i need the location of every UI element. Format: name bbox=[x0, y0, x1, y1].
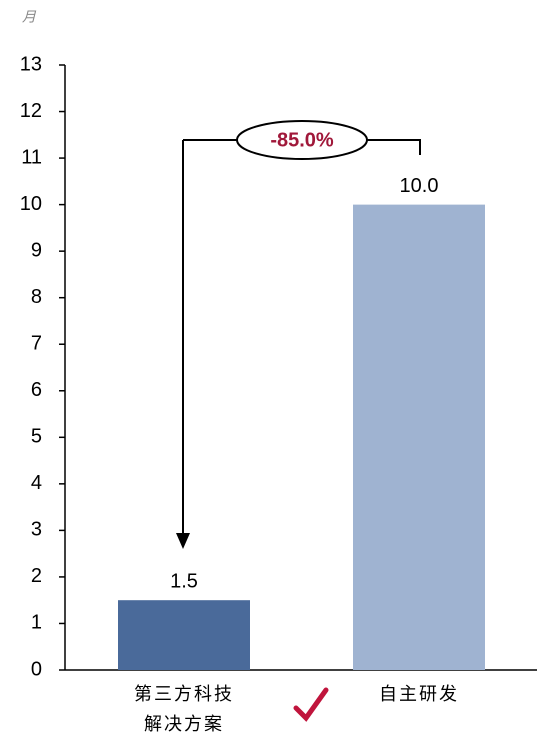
y-tick-label: 1 bbox=[31, 612, 42, 634]
bracket bbox=[182, 139, 421, 535]
value-label: 10.0 bbox=[400, 175, 439, 197]
y-tick-label: 7 bbox=[31, 333, 42, 355]
bar bbox=[353, 204, 485, 670]
y-tick-label: 9 bbox=[31, 239, 42, 261]
y-tick-label: 11 bbox=[21, 146, 42, 168]
value-label: 1.5 bbox=[170, 570, 198, 592]
check-icon bbox=[293, 687, 329, 722]
annotation: -85.0% bbox=[270, 129, 334, 151]
arrow-head bbox=[176, 533, 190, 549]
y-tick-label: 13 bbox=[20, 53, 42, 75]
y-tick-label: 5 bbox=[31, 426, 42, 448]
x-tick-label: 第三方科技 解决方案 bbox=[134, 684, 234, 735]
y-tick-label: 6 bbox=[31, 379, 42, 401]
bar bbox=[118, 600, 250, 670]
y-tick-label: 0 bbox=[31, 658, 42, 680]
y-tick-label: 10 bbox=[20, 193, 42, 215]
y-tick-label: 2 bbox=[31, 565, 42, 587]
annotation-oval bbox=[236, 120, 368, 160]
y-tick-label: 12 bbox=[20, 100, 42, 122]
y-tick-label: 3 bbox=[31, 519, 42, 541]
y-tick-label: 8 bbox=[31, 286, 42, 308]
x-tick-label: 自主研发 bbox=[379, 684, 459, 705]
y-tick-label: 4 bbox=[31, 472, 42, 494]
subtitle: 月 bbox=[22, 9, 37, 25]
